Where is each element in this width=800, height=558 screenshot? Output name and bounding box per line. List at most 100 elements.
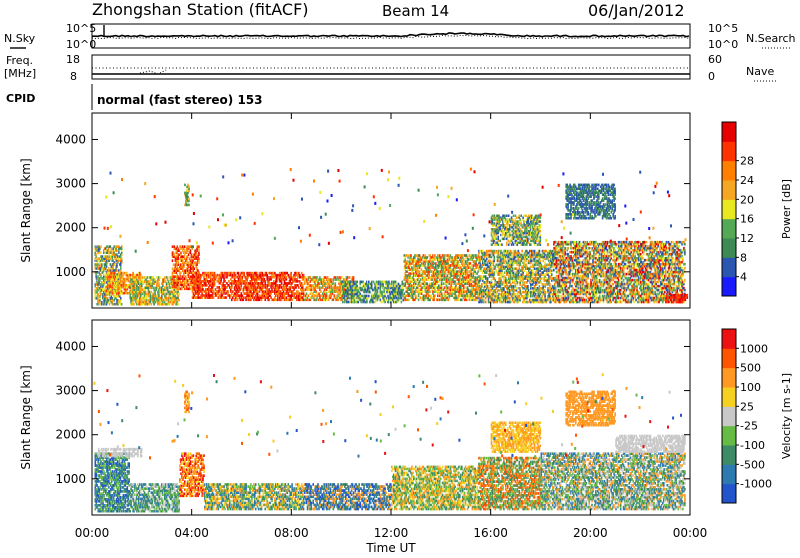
power-cell: [434, 295, 436, 298]
power-cell: [455, 282, 457, 285]
power-cell: [111, 247, 113, 250]
power-cell: [446, 266, 448, 269]
power-cell: [439, 299, 441, 302]
power-cell: [196, 272, 198, 275]
noise-panel: 10^5 10^0 10^5 10^0 N.Sky N.Search: [4, 22, 796, 51]
power-cell: [474, 276, 476, 279]
power-cell: [353, 276, 355, 279]
power-cell: [112, 272, 114, 275]
freq-label: Freq.: [6, 54, 33, 67]
power-cell: [154, 278, 156, 281]
power-cell: [286, 296, 288, 299]
power-cell: [405, 254, 407, 257]
power-cell: [368, 281, 370, 284]
power-cell: [225, 296, 227, 299]
power-cell: [494, 256, 496, 259]
power-cell: [486, 258, 488, 261]
power-cell: [110, 272, 112, 275]
power-cell: [129, 274, 131, 277]
power-cell: [335, 282, 337, 285]
power-cell: [432, 290, 434, 293]
power-cell: [114, 272, 116, 275]
power-cell: [198, 245, 200, 248]
power-cell: [147, 276, 149, 279]
power-cell: [426, 278, 428, 281]
power-cell: [172, 259, 174, 262]
power-cell: [517, 287, 519, 290]
power-cell: [269, 272, 271, 275]
noise-right-tick-top: 10^5: [708, 22, 738, 35]
power-cell: [501, 301, 503, 304]
power-cell: [391, 281, 393, 284]
power-cell: [178, 253, 180, 256]
power-cell: [435, 262, 437, 265]
power-cell: [174, 253, 176, 256]
power-cell: [331, 278, 333, 281]
nsearch-label: N.Search: [746, 32, 796, 45]
power-cell: [116, 249, 118, 252]
power-cell: [418, 288, 420, 291]
power-cell: [198, 257, 200, 260]
power-cell: [100, 245, 102, 248]
power-cell: [408, 299, 410, 302]
power-cell: [308, 294, 310, 297]
freq-right-tick-bottom: 0: [708, 70, 715, 83]
power-cell: [347, 276, 349, 279]
power-cell: [121, 284, 123, 287]
power-cell: [342, 301, 344, 304]
power-cell: [515, 283, 517, 286]
power-cell: [427, 256, 429, 259]
power-cell: [410, 254, 412, 257]
power-cell: [268, 299, 270, 302]
power-cell: [190, 288, 192, 291]
power-cell: [177, 303, 179, 306]
power-cell: [243, 296, 245, 299]
power-cell: [341, 276, 343, 279]
power-cell: [341, 297, 343, 300]
freq-right-tick-top: 60: [708, 53, 722, 66]
power-cell: [519, 287, 521, 290]
noise-right-tick-bottom: 10^0: [708, 38, 738, 51]
power-cell: [517, 281, 519, 284]
power-cell: [513, 285, 515, 288]
power-cell: [127, 272, 129, 275]
power-cell: [348, 301, 350, 304]
power-cell: [112, 297, 114, 300]
power-cell: [202, 288, 204, 291]
power-cell: [121, 303, 123, 306]
power-cell: [422, 290, 424, 293]
power-cell: [300, 276, 302, 279]
power-cell: [483, 299, 485, 302]
power-cell: [237, 299, 239, 302]
power-cell: [352, 295, 354, 298]
power-cell: [476, 276, 478, 279]
power-cell: [118, 269, 120, 272]
power-cell: [105, 286, 107, 289]
power-cell: [349, 276, 351, 279]
power-cell: [485, 301, 487, 304]
power-cell: [180, 271, 182, 274]
power-cell: [509, 297, 511, 300]
power-cell: [266, 274, 268, 277]
power-cell: [190, 249, 192, 252]
power-cell: [403, 289, 405, 292]
power-cell: [146, 293, 148, 296]
power-cell: [319, 286, 321, 289]
power-cell: [286, 276, 288, 279]
power-cell: [238, 272, 240, 275]
power-cell: [119, 274, 121, 277]
power-cell: [120, 297, 122, 300]
power-cell: [303, 274, 305, 277]
power-cell: [227, 290, 229, 293]
power-cell: [133, 303, 135, 306]
power-cell: [213, 290, 215, 293]
power-cell: [381, 291, 383, 294]
power-cell: [419, 270, 421, 273]
power-cell: [151, 303, 153, 306]
power-cell: [429, 290, 431, 293]
power-cell: [208, 272, 210, 275]
power-cell: [481, 283, 483, 286]
power-cell: [420, 278, 422, 281]
power-cell: [492, 269, 494, 272]
power-cell: [290, 272, 292, 275]
